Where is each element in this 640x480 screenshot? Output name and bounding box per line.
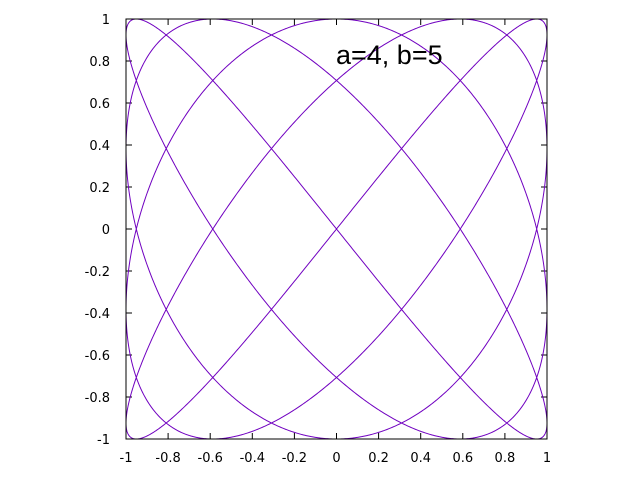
tick-labels: -1 -0.8 -0.6 -0.4 -0.2 0 0.2 0.4 0.6 0.8 1 1 0.8 0.6 0…	[85, 13, 552, 466]
x-tick-label: 0.4	[410, 451, 431, 466]
y-tick-label: -1	[97, 433, 110, 448]
x-tick-label: 0.2	[368, 451, 389, 466]
chart-annotation: a=4, b=5	[336, 40, 443, 70]
y-tick-label: 0.8	[89, 55, 110, 70]
x-tick-label: 0.8	[495, 451, 516, 466]
x-tick-label: 0.6	[452, 451, 473, 466]
y-tick-label: 0	[102, 223, 110, 238]
y-tick-label: -0.2	[85, 265, 110, 280]
y-tick-label: -0.4	[85, 307, 110, 322]
y-tick-label: 0.2	[89, 181, 110, 196]
plot-border	[125, 18, 548, 440]
y-tick-label: 0.6	[89, 97, 110, 112]
x-tick-label: -0.8	[155, 451, 180, 466]
y-tick-label: 1	[102, 13, 110, 28]
x-tick-label: -1	[120, 451, 133, 466]
x-tick-label: -0.4	[240, 451, 265, 466]
y-tick-label: -0.6	[85, 349, 110, 364]
y-tick-label: -0.8	[85, 391, 110, 406]
x-tick-label: 0	[332, 451, 340, 466]
x-tick-label: -0.2	[282, 451, 307, 466]
x-tick-label: 1	[543, 451, 551, 466]
y-tick-label: 0.4	[89, 139, 110, 154]
x-tick-label: -0.6	[198, 451, 223, 466]
